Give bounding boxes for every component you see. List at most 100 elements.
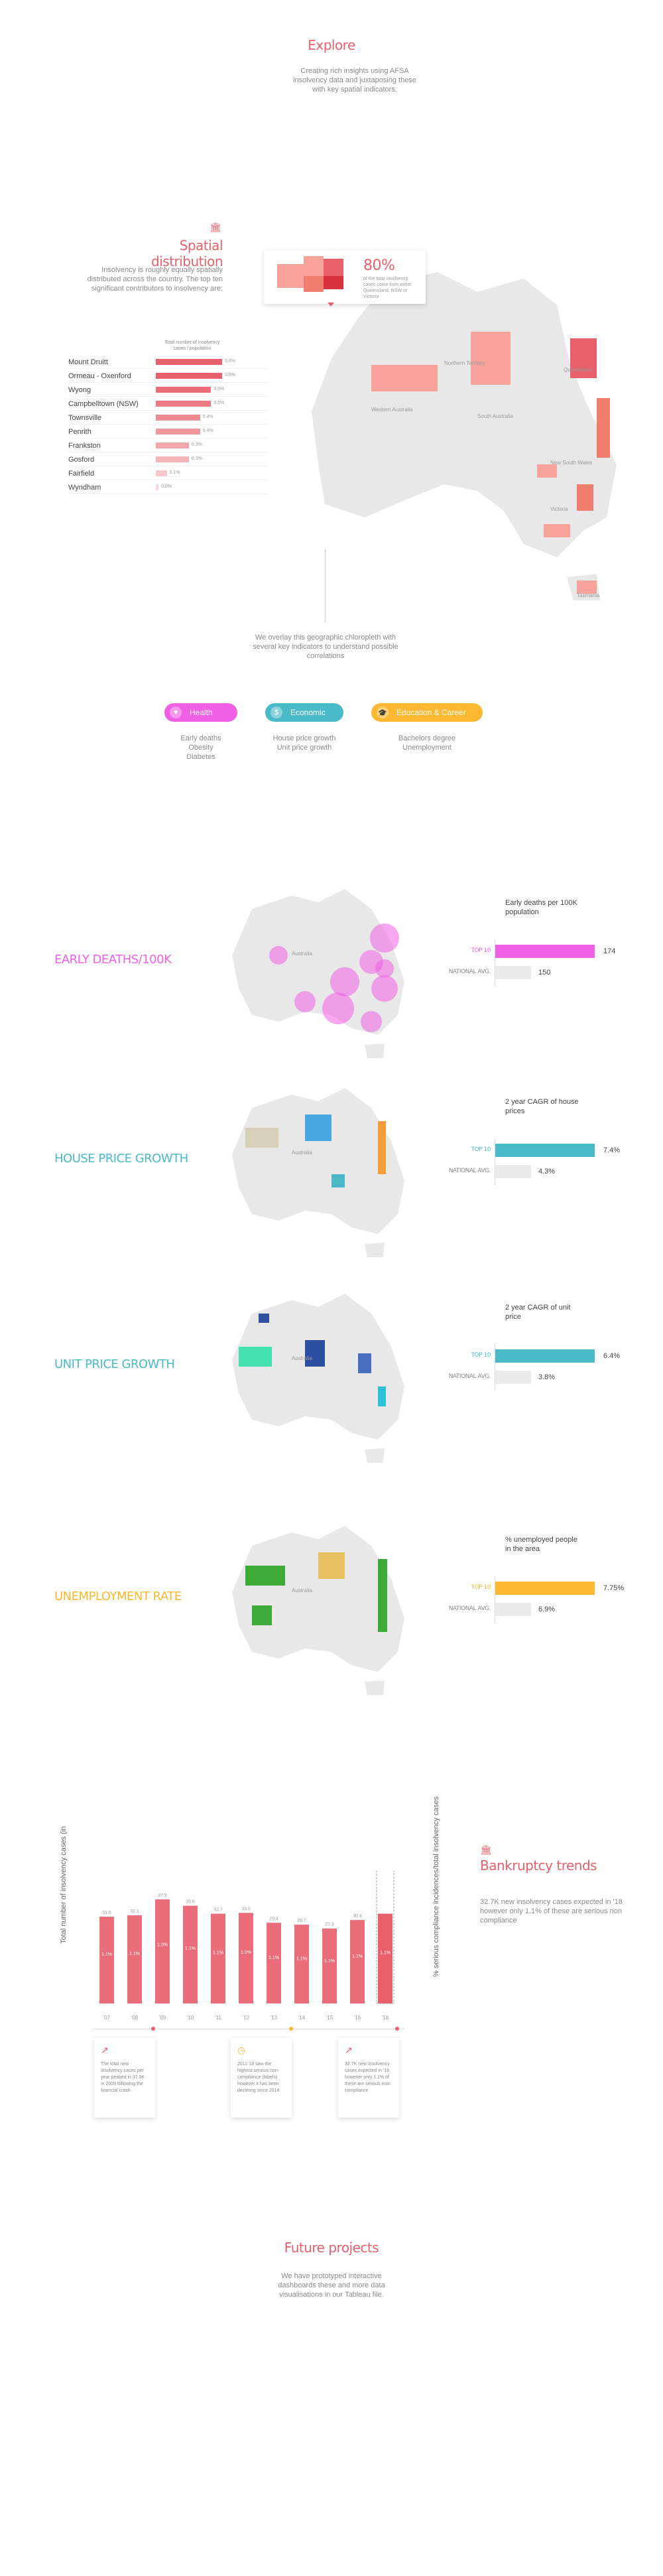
indicator-title: HOUSE PRICE GROWTH [54, 1152, 188, 1166]
australia-shape [312, 272, 617, 557]
bar-pct: 1.1% [296, 1957, 307, 1962]
top-bar [495, 945, 595, 958]
contributor-pct: 0.4% [202, 429, 213, 433]
mini-map [277, 256, 343, 292]
bar-value: 29.4 [269, 1917, 278, 1921]
contributor-bar [156, 470, 167, 476]
indicator-blob [322, 992, 354, 1024]
map-label-wa: Western Australia [371, 407, 413, 413]
indicator-subtitle: 2 year CAGR of house prices [505, 1098, 579, 1115]
avg-bar [495, 1603, 531, 1616]
indicator-map: Australia [232, 889, 404, 1058]
map-label-nt: Northern Territory [444, 360, 485, 366]
bar [322, 1928, 337, 2003]
australia-shape [232, 1526, 404, 1672]
explore-text: Creating rich insights using AFSA insolv… [293, 67, 416, 94]
note-text: 32.7K new insolvency cases expected in '… [345, 2062, 391, 2093]
bar [239, 1913, 253, 2003]
note-text: The total new insolvency cases per year … [101, 2062, 145, 2093]
category-education-pill[interactable]: 🎓 Education & Career [371, 703, 483, 722]
region-highlight [471, 332, 511, 385]
contributor-bar [156, 456, 189, 462]
contributor-bar [156, 429, 200, 435]
year-label: '09 [159, 2015, 166, 2021]
dollar-icon: $ [271, 707, 282, 718]
avg-bar [495, 1165, 531, 1178]
year-label: '15 [326, 2015, 333, 2021]
explore-section: Explore [265, 37, 398, 53]
bar [294, 1925, 309, 2003]
bar-value: 33.0 [241, 1907, 251, 1911]
map-label-tas: Tasmania [577, 592, 600, 598]
bankruptcy-title: Bankruptcy trends [480, 1858, 597, 1873]
indicator-blob [294, 991, 316, 1012]
year-label: '08 [131, 2015, 139, 2021]
year-label: '10 [187, 2015, 194, 2021]
contributor-pct: 0.4% [202, 415, 213, 419]
contributor-pct: 0.5% [213, 401, 225, 405]
bar [155, 1899, 170, 2003]
contributor-label: Fairfield [68, 470, 95, 478]
indicator-title: EARLY DEATHS/100K [54, 953, 172, 967]
spatial-choropleth-map: Western Australia Northern Territory Sou… [312, 272, 617, 600]
bar [127, 1915, 142, 2003]
category-item: Bachelors degree [398, 734, 456, 742]
overlay-text: We overlay this geographic chloropleth w… [253, 634, 398, 660]
region-highlight [597, 398, 610, 458]
timeline-dot [289, 2027, 293, 2031]
bar-value: 32.1 [130, 1909, 139, 1914]
tasmania-shape [365, 1448, 385, 1463]
popup-text: of the total insolvency cases come from … [363, 277, 412, 299]
category-label: Education & Career [396, 708, 466, 717]
avg-label: NATIONAL AVG. [448, 969, 491, 975]
year-label: '18 [382, 2015, 389, 2021]
category-health-pill[interactable]: ♥ Health [164, 703, 237, 722]
avg-value: 3.8% [538, 1373, 556, 1381]
tasmania-shape [365, 1243, 385, 1257]
contributor-row: Ormeau - Oxenford 0.6% [68, 370, 267, 383]
map-label-nsw: New South Wales [550, 460, 592, 466]
contributor-pct: 0.0% [161, 484, 172, 489]
top-bar [495, 1349, 595, 1363]
category-items-economic: House price growth Unit price growth [265, 734, 343, 752]
category-economic-pill[interactable]: $ Economic [265, 703, 343, 722]
note-card: ↗ 32.7K new insolvency cases expected in… [338, 2038, 399, 2118]
map-label-sa: South Australia [477, 413, 513, 419]
contributor-label: Wyong [68, 386, 91, 394]
popup-pct: 80% [363, 257, 395, 274]
y-axis-label-right: % serious compliance incidences/total in… [432, 1796, 440, 1977]
contributor-label: Penrith [68, 428, 91, 436]
map-label-vic: Victoria [550, 506, 568, 512]
spatial-title: Spatial distribution [151, 237, 223, 269]
category-item: Early deaths [180, 734, 221, 742]
bar-pct: 1.1% [129, 1952, 140, 1956]
contributor-row: Mount Druitt 0.6% [68, 356, 267, 369]
indicator-title: UNEMPLOYMENT RATE [54, 1590, 182, 1603]
heart-icon: ♥ [170, 707, 182, 718]
avg-label: NATIONAL AVG. [448, 1168, 491, 1174]
bar-pct: 1.1% [269, 1956, 279, 1960]
projection-box [376, 1871, 394, 2004]
year-label: '13 [271, 2015, 278, 2021]
top-label: TOP 10 [471, 1584, 491, 1591]
top-value: 7.75% [603, 1584, 625, 1592]
avg-bar [495, 1371, 531, 1384]
bankruptcy-chart: 31.6 1.1% '07 32.1 1.1% '08 37.9 1.0% '09 35.6 1.1… [99, 1871, 394, 2021]
contributor-row: Frankston 0.3% [68, 439, 267, 452]
year-label: '07 [103, 2015, 111, 2021]
tasmania-shape [365, 1044, 385, 1058]
bar-pct: 1.1% [324, 1959, 335, 1964]
indicator-map: Australia [232, 1294, 404, 1463]
category-label: Economic [290, 708, 326, 717]
contributor-label: Ormeau - Oxenford [68, 372, 131, 380]
trend-up-icon: ↗ [345, 2045, 353, 2055]
contributor-pct: 0.3% [192, 456, 202, 461]
category-label: Health [190, 708, 213, 717]
top-value: 7.4% [603, 1146, 621, 1154]
map-label: Australia [292, 951, 313, 957]
indicator-subtitle: % unemployed people in the area [505, 1536, 577, 1553]
bar-pct: 1.1% [101, 1952, 112, 1957]
contributor-row: Penrith 0.4% [68, 425, 267, 439]
contributor-row: Campbelltown (NSW) 0.5% [68, 397, 267, 411]
contributor-row: Gosford 0.3% [68, 453, 267, 466]
